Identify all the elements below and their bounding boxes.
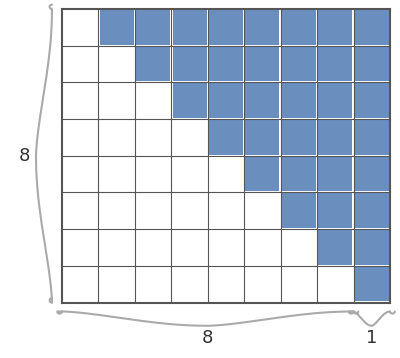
Bar (246, 157, 280, 191)
Bar (318, 193, 352, 228)
Bar (100, 47, 134, 81)
Bar (209, 120, 243, 155)
Bar (246, 47, 280, 81)
Bar (246, 120, 280, 155)
Bar (100, 230, 134, 265)
Bar (282, 83, 316, 118)
Bar (209, 10, 243, 45)
Bar (355, 193, 389, 228)
Bar (100, 193, 134, 228)
Bar (282, 120, 316, 155)
Bar (136, 10, 170, 45)
Bar (63, 47, 97, 81)
Bar (136, 157, 170, 191)
Bar (246, 193, 280, 228)
Bar (63, 157, 97, 191)
Bar (355, 267, 389, 301)
Bar (209, 83, 243, 118)
Bar (246, 83, 280, 118)
Bar (63, 193, 97, 228)
Bar (172, 120, 206, 155)
Bar (355, 10, 389, 45)
Bar (209, 193, 243, 228)
Bar (172, 230, 206, 265)
Bar (63, 120, 97, 155)
Bar (172, 193, 206, 228)
Bar (100, 157, 134, 191)
Bar (318, 230, 352, 265)
Bar (172, 267, 206, 301)
Bar (318, 83, 352, 118)
Bar (282, 267, 316, 301)
Text: 8: 8 (202, 329, 214, 347)
Bar (282, 193, 316, 228)
Bar (136, 47, 170, 81)
Bar (355, 230, 389, 265)
Bar (100, 267, 134, 301)
Bar (100, 10, 134, 45)
Bar (172, 83, 206, 118)
Bar (63, 267, 97, 301)
Bar (172, 47, 206, 81)
Bar (63, 10, 97, 45)
Bar (246, 10, 280, 45)
Bar (209, 230, 243, 265)
Bar (355, 157, 389, 191)
Bar (355, 47, 389, 81)
Text: 8: 8 (19, 147, 30, 165)
Bar (246, 267, 280, 301)
Bar (282, 10, 316, 45)
Bar (209, 157, 243, 191)
Bar (136, 83, 170, 118)
Bar (355, 120, 389, 155)
Bar (282, 47, 316, 81)
Bar (318, 157, 352, 191)
Bar (355, 83, 389, 118)
Bar (318, 47, 352, 81)
Bar (318, 120, 352, 155)
Bar (282, 230, 316, 265)
Bar (318, 10, 352, 45)
Bar (209, 267, 243, 301)
Bar (172, 10, 206, 45)
Bar (136, 267, 170, 301)
Bar (63, 230, 97, 265)
Bar (63, 83, 97, 118)
Bar (209, 47, 243, 81)
Bar (136, 230, 170, 265)
Bar (172, 157, 206, 191)
Text: 1: 1 (366, 329, 378, 347)
Bar (282, 157, 316, 191)
Bar (100, 120, 134, 155)
Bar (136, 120, 170, 155)
Bar (318, 267, 352, 301)
Bar (136, 193, 170, 228)
Bar (246, 230, 280, 265)
Bar (100, 83, 134, 118)
